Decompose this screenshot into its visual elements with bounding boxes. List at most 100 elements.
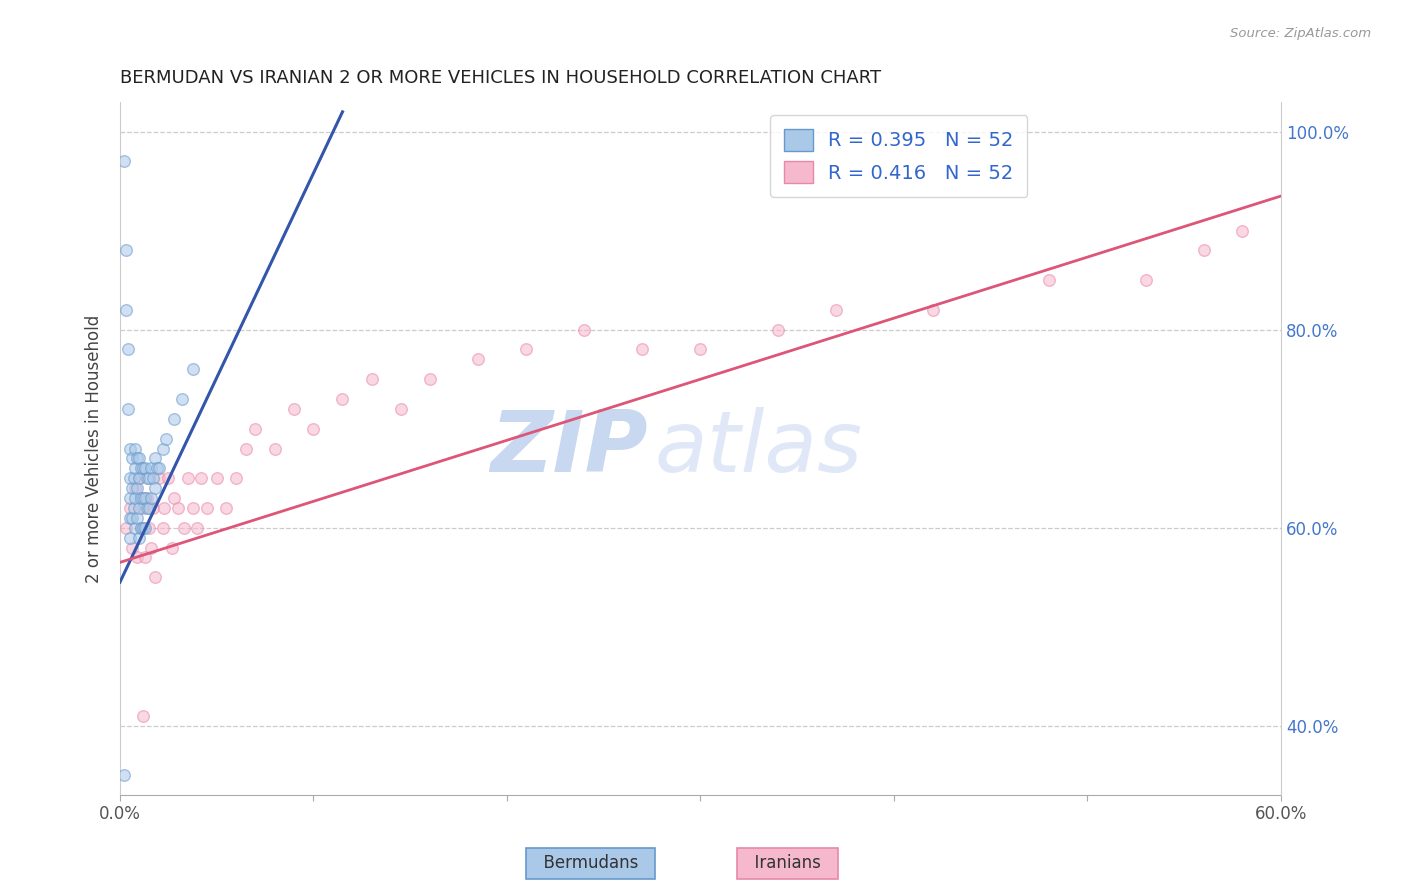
Point	[205, 471, 228, 485]
Point	[136, 500, 159, 515]
Point	[419, 372, 441, 386]
Text: atlas: atlas	[654, 407, 862, 490]
Point	[127, 481, 149, 495]
Point	[124, 491, 146, 505]
Point	[921, 302, 943, 317]
Point	[515, 343, 537, 357]
Point	[225, 471, 247, 485]
Point	[142, 500, 165, 515]
Point	[302, 422, 325, 436]
Point	[139, 541, 162, 555]
Point	[129, 461, 152, 475]
Point	[129, 521, 152, 535]
Point	[117, 343, 139, 357]
Point	[132, 500, 155, 515]
Point	[136, 471, 159, 485]
Point	[148, 461, 170, 475]
Point	[145, 461, 167, 475]
Point	[1192, 244, 1215, 258]
Point	[186, 521, 208, 535]
Point	[157, 471, 180, 485]
Point	[173, 521, 195, 535]
Point	[124, 521, 146, 535]
Point	[114, 244, 136, 258]
Point	[132, 521, 155, 535]
Point	[155, 432, 177, 446]
Point	[124, 461, 146, 475]
Text: Bermudans: Bermudans	[533, 855, 648, 872]
Point	[118, 511, 141, 525]
Point	[142, 471, 165, 485]
Y-axis label: 2 or more Vehicles in Household: 2 or more Vehicles in Household	[86, 314, 103, 582]
Point	[1232, 224, 1254, 238]
Point	[121, 511, 143, 525]
Point	[152, 442, 174, 456]
Point	[122, 471, 145, 485]
Point	[118, 471, 141, 485]
Point	[1038, 273, 1060, 287]
Point	[117, 401, 139, 416]
Point	[183, 362, 205, 376]
Point	[176, 471, 198, 485]
Point	[195, 500, 218, 515]
Point	[129, 491, 152, 505]
Point	[127, 451, 149, 466]
Point	[245, 422, 267, 436]
Point	[215, 500, 238, 515]
Point	[263, 442, 285, 456]
Point	[332, 392, 354, 406]
Point	[143, 451, 166, 466]
Point	[134, 461, 156, 475]
Point	[132, 709, 155, 723]
Point	[1135, 273, 1157, 287]
Point	[121, 451, 143, 466]
Point	[121, 481, 143, 495]
Point	[128, 471, 150, 485]
Point	[128, 500, 150, 515]
Legend: R = 0.395   N = 52, R = 0.416   N = 52: R = 0.395 N = 52, R = 0.416 N = 52	[770, 115, 1028, 197]
Point	[183, 500, 205, 515]
Point	[114, 302, 136, 317]
Point	[129, 521, 152, 535]
Point	[574, 323, 596, 337]
Point	[118, 491, 141, 505]
Point	[153, 500, 176, 515]
Point	[132, 461, 155, 475]
Point	[132, 491, 155, 505]
Point	[112, 768, 135, 782]
Point	[134, 521, 156, 535]
Text: Iranians: Iranians	[744, 855, 831, 872]
Point	[825, 302, 848, 317]
Point	[139, 461, 162, 475]
Point	[114, 521, 136, 535]
Point	[128, 531, 150, 545]
Point	[160, 541, 183, 555]
Point	[134, 491, 156, 505]
Point	[134, 550, 156, 565]
Point	[138, 521, 160, 535]
Point	[118, 531, 141, 545]
Point	[121, 541, 143, 555]
Point	[138, 500, 160, 515]
Point	[118, 442, 141, 456]
Point	[163, 491, 186, 505]
Point	[467, 352, 489, 367]
Text: BERMUDAN VS IRANIAN 2 OR MORE VEHICLES IN HOUSEHOLD CORRELATION CHART: BERMUDAN VS IRANIAN 2 OR MORE VEHICLES I…	[120, 69, 882, 87]
Point	[138, 471, 160, 485]
Point	[127, 550, 149, 565]
Point	[148, 471, 170, 485]
Point	[122, 500, 145, 515]
Point	[167, 500, 190, 515]
Point	[631, 343, 654, 357]
Point	[389, 401, 412, 416]
Point	[689, 343, 711, 357]
Text: ZIP: ZIP	[491, 407, 648, 490]
Point	[143, 570, 166, 584]
Point	[127, 511, 149, 525]
Point	[190, 471, 212, 485]
Point	[152, 521, 174, 535]
Point	[128, 471, 150, 485]
Text: Source: ZipAtlas.com: Source: ZipAtlas.com	[1230, 27, 1371, 40]
Point	[766, 323, 789, 337]
Point	[136, 491, 159, 505]
